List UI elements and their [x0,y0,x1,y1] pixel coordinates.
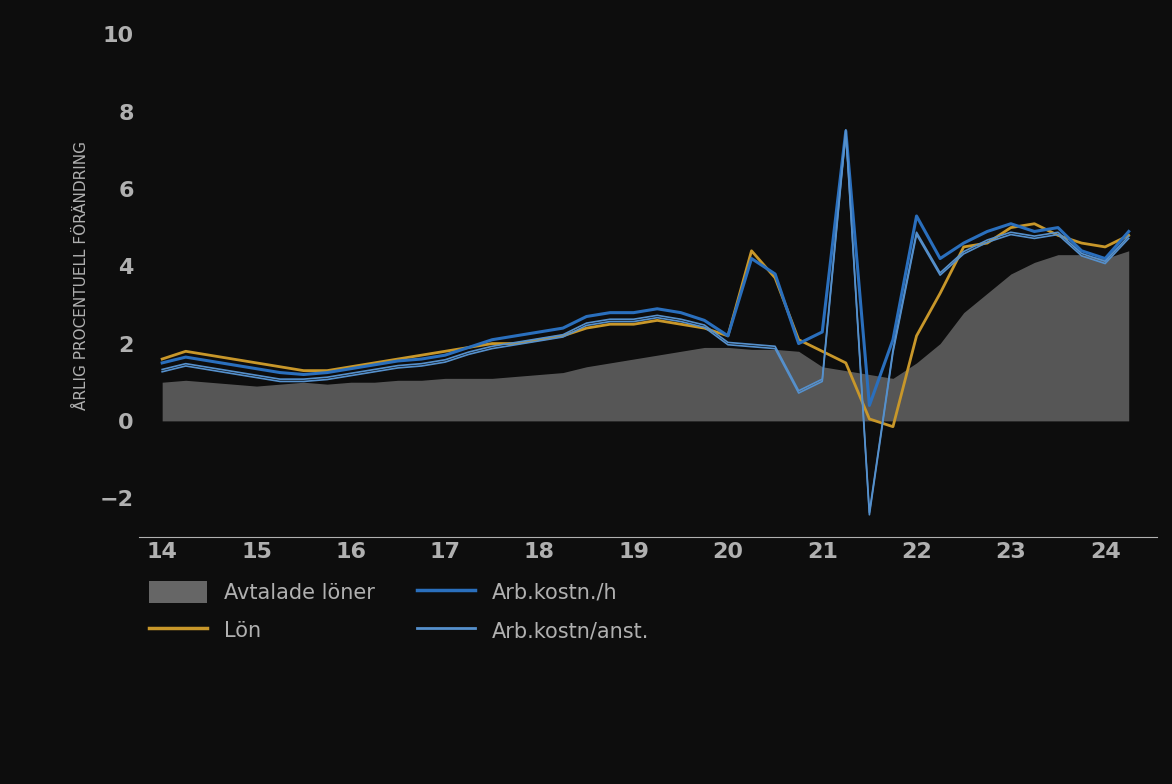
Y-axis label: ÅRLIG PROCENTUELL FÖRÄNDRING: ÅRLIG PROCENTUELL FÖRÄNDRING [74,141,89,410]
Legend: Avtalade löner, Lön, Arb.kostn./h, Arb.kostn/anst.: Avtalade löner, Lön, Arb.kostn./h, Arb.k… [149,581,649,641]
